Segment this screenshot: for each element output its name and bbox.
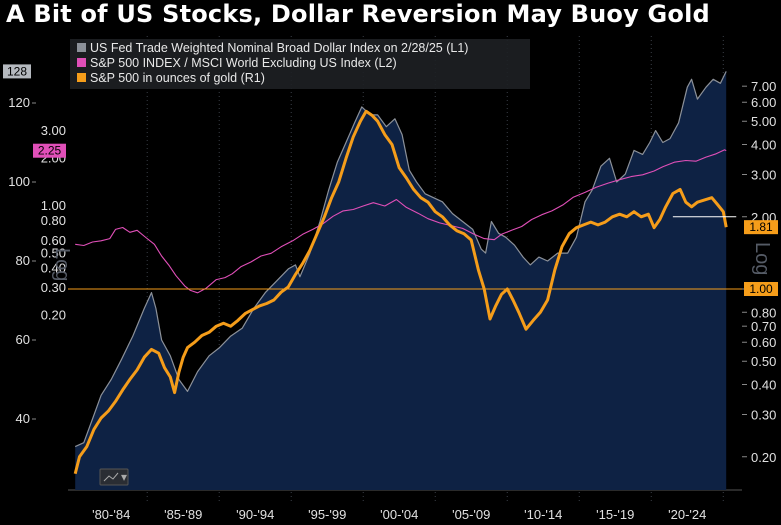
legend-swatch <box>77 58 86 67</box>
ratio-last-value-text: 2.25 <box>38 144 62 158</box>
gold-last-value-text: 1.81 <box>749 220 773 234</box>
r1-tick-label: 0.30 <box>751 407 776 422</box>
ratio-last-value-badge <box>33 143 66 158</box>
legend-entry: S&P 500 in ounces of gold (R1) <box>90 71 265 85</box>
l2-tick-label: 1.00 <box>41 198 66 213</box>
right-log-word: Log <box>751 242 773 275</box>
dollar-index-line <box>74 71 727 448</box>
series-lines <box>73 71 737 475</box>
legend-swatch <box>77 43 86 52</box>
l1-tick-label: 60 <box>16 332 30 347</box>
l2-tick-label: 0.50 <box>41 245 66 260</box>
r1-tick-label: 0.20 <box>751 450 776 465</box>
l2-tick-label: 0.30 <box>41 280 66 295</box>
r1-tick-label: 0.60 <box>751 335 776 350</box>
legend-swatch <box>77 73 86 82</box>
x-tick-label: '80-'84 <box>92 507 130 522</box>
l2-tick-label: 0.60 <box>41 233 66 248</box>
legend-entry: S&P 500 INDEX / MSCI World Excluding US … <box>90 56 397 70</box>
x-axis: '80-'84 '85-'89 '90-'94 '95-'99 '00-'04 '05-'… <box>92 507 706 522</box>
legend: US Fed Trade Weighted Nominal Broad Doll… <box>70 39 530 89</box>
x-tick-label: '00-'04 <box>380 507 418 522</box>
l2-tick-label: 0.40 <box>41 260 66 275</box>
dollar-last-value-text: 128 <box>7 64 27 78</box>
x-tick-label: '20-'24 <box>668 507 706 522</box>
x-tick-label: '15-'19 <box>596 507 634 522</box>
r1-tick-label: 0.80 <box>751 305 776 320</box>
l1-tick-label: 100 <box>8 174 30 189</box>
dollar-last-value-badge <box>3 64 31 79</box>
legend-box <box>70 39 530 89</box>
r1-tick-label: 3.00 <box>751 167 776 182</box>
chart-type-icon[interactable] <box>99 468 129 486</box>
chart-type-icon-group[interactable]: ▾ <box>99 468 129 486</box>
sp500-vs-world-line <box>75 149 727 294</box>
r1-tick-label: 4.00 <box>751 138 776 153</box>
value-badges: 128 2.25 1.81 1.00 <box>3 64 778 296</box>
l1-tick-label: 80 <box>16 253 30 268</box>
l1-tick-label: 120 <box>8 95 30 110</box>
r1-tick-label: 6.00 <box>751 95 776 110</box>
r1-tick-label: 5.00 <box>751 114 776 129</box>
right-axis: 0.200.300.400.500.600.700.801.002.003.00… <box>742 79 776 465</box>
chevron-down-icon: ▾ <box>121 470 127 484</box>
l2-tick-label: 3.00 <box>41 123 66 138</box>
x-tick-label: '90-'94 <box>236 507 274 522</box>
dollar-index-fill <box>75 71 727 491</box>
line-chart-icon <box>103 472 119 482</box>
x-tick-label: '85-'89 <box>164 507 202 522</box>
r1-tick-label: 0.70 <box>751 319 776 334</box>
r1-tick-label: 7.00 <box>751 79 776 94</box>
dollar-index-area <box>75 71 727 491</box>
sp500-in-gold-line <box>73 109 728 475</box>
x-tick-label: '10-'14 <box>524 507 562 522</box>
r1-tick-label: 0.40 <box>751 378 776 393</box>
r1-tick-label: 0.50 <box>751 354 776 369</box>
chart-title: A Bit of US Stocks, Dollar Reversion May… <box>6 0 710 28</box>
l1-tick-label: 40 <box>16 411 30 426</box>
l2-tick-label: 0.20 <box>41 308 66 323</box>
gold-last-value-badge <box>744 220 778 235</box>
left-log-word: Log <box>51 248 73 281</box>
x-tick-label: '05-'09 <box>452 507 490 522</box>
gold-reference-badge <box>744 282 778 296</box>
legend-entry: US Fed Trade Weighted Nominal Broad Doll… <box>90 41 468 55</box>
gold-reference-text: 1.00 <box>749 282 773 296</box>
l2-tick-label: 0.80 <box>41 213 66 228</box>
x-tick-label: '95-'99 <box>308 507 346 522</box>
